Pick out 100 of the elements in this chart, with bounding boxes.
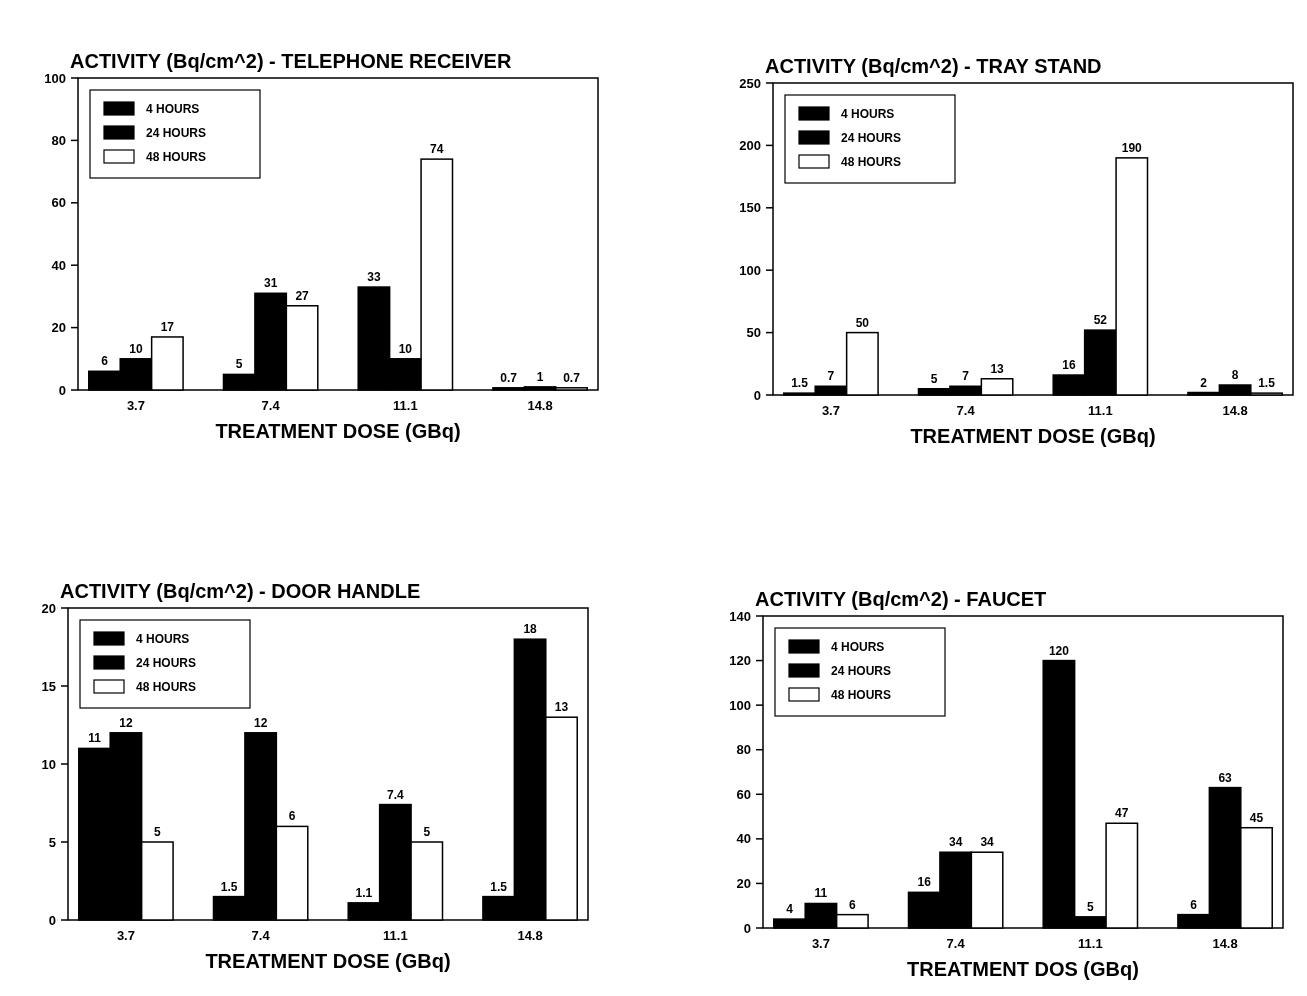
data-label: 12 xyxy=(119,715,133,730)
y-tick-label: 20 xyxy=(41,600,56,616)
data-label: 2 xyxy=(1200,375,1208,390)
x-tick-label: 11.1 xyxy=(393,398,418,413)
y-tick-label: 60 xyxy=(51,195,66,211)
data-label: 50 xyxy=(855,315,870,330)
data-label: 8 xyxy=(1231,368,1239,383)
data-label: 33 xyxy=(367,270,381,285)
data-label: 10 xyxy=(398,341,413,356)
y-tick-label: 60 xyxy=(736,786,751,802)
y-tick-label: 80 xyxy=(51,132,66,148)
legend-label: 24 HOURS xyxy=(831,664,892,678)
data-label: 120 xyxy=(1048,643,1070,658)
data-label: 1.5 xyxy=(490,879,508,894)
y-tick-label: 20 xyxy=(51,320,66,336)
x-tick-label: 3.7 xyxy=(811,936,830,951)
x-tick-label: 11.1 xyxy=(1078,936,1103,951)
x-tick-label: 3.7 xyxy=(116,928,135,943)
x-tick-label: 14.8 xyxy=(1212,936,1238,951)
data-label: 7.4 xyxy=(387,787,405,802)
y-tick-label: 120 xyxy=(729,653,751,669)
data-label: 11 xyxy=(814,886,828,901)
legend-label: 4 HOURS xyxy=(136,632,190,646)
legend-label: 4 HOURS xyxy=(841,107,895,121)
data-label: 7 xyxy=(962,369,970,384)
data-label: 5 xyxy=(154,825,162,839)
y-tick-label: 80 xyxy=(736,742,751,758)
x-tick-label: 7.4 xyxy=(251,928,271,943)
data-label: 18 xyxy=(523,622,538,637)
data-label: 0.7 xyxy=(563,370,581,385)
data-label: 6 xyxy=(1190,897,1198,912)
data-label: 13 xyxy=(990,361,1005,376)
y-tick-label: 0 xyxy=(743,920,751,936)
y-tick-label: 10 xyxy=(41,756,56,772)
y-tick-label: 100 xyxy=(739,262,761,278)
legend-label: 48 HOURS xyxy=(831,688,892,702)
legend-label: 24 HOURS xyxy=(841,131,902,145)
data-label: 52 xyxy=(1093,313,1108,328)
data-label: 63 xyxy=(1218,770,1233,785)
legend-label: 24 HOURS xyxy=(136,656,197,670)
data-label: 13 xyxy=(554,700,569,715)
data-label: 1 xyxy=(536,369,544,384)
data-label: 11 xyxy=(88,731,102,746)
chart-title: ACTIVITY (Bq/cm^2) - FAUCET xyxy=(755,588,1047,610)
data-label: 47 xyxy=(1115,806,1129,821)
data-label: 27 xyxy=(295,288,310,303)
x-tick-label: 7.4 xyxy=(946,936,966,951)
data-label: 74 xyxy=(430,142,444,157)
legend-label: 24 HOURS xyxy=(146,126,207,140)
x-axis-title: TREATMENT DOSE (GBq) xyxy=(215,420,461,442)
y-tick-label: 140 xyxy=(729,608,751,624)
y-tick-label: 40 xyxy=(736,831,751,847)
y-tick-label: 0 xyxy=(753,387,761,403)
legend-label: 48 HOURS xyxy=(136,680,197,694)
data-label: 4 xyxy=(786,902,794,917)
chart-title: ACTIVITY (Bq/cm^2) - TELEPHONE RECEIVER xyxy=(70,50,512,72)
x-tick-label: 7.4 xyxy=(261,398,281,413)
x-tick-label: 7.4 xyxy=(956,403,976,418)
y-tick-label: 0 xyxy=(58,382,66,398)
data-label: 6 xyxy=(288,809,296,824)
data-label: 12 xyxy=(253,715,268,730)
legend-label: 4 HOURS xyxy=(831,640,885,654)
data-label: 0.7 xyxy=(500,370,518,385)
y-tick-label: 250 xyxy=(739,75,761,91)
data-label: 17 xyxy=(160,319,175,334)
x-tick-label: 14.8 xyxy=(517,928,543,943)
y-tick-label: 0 xyxy=(48,912,56,928)
x-tick-label: 14.8 xyxy=(527,398,553,413)
x-tick-label: 11.1 xyxy=(1088,403,1113,418)
legend-label: 48 HOURS xyxy=(841,155,902,169)
legend-label: 48 HOURS xyxy=(146,150,207,164)
data-label: 6 xyxy=(101,354,109,369)
x-axis-title: TREATMENT DOS (GBq) xyxy=(907,958,1139,980)
x-tick-label: 14.8 xyxy=(1222,403,1248,418)
x-axis-title: TREATMENT DOSE (GBq) xyxy=(910,425,1156,447)
y-tick-label: 15 xyxy=(41,678,56,694)
data-label: 31 xyxy=(263,276,278,291)
data-label: 45 xyxy=(1249,810,1264,825)
data-label: 34 xyxy=(948,835,963,850)
x-tick-label: 11.1 xyxy=(383,928,408,943)
y-tick-label: 200 xyxy=(739,137,761,153)
data-label: 7 xyxy=(827,369,835,384)
data-label: 190 xyxy=(1121,140,1143,155)
data-label: 5 xyxy=(235,357,243,372)
data-label: 34 xyxy=(980,835,995,850)
x-tick-label: 3.7 xyxy=(821,403,840,418)
y-tick-label: 150 xyxy=(739,200,761,216)
chart-title: ACTIVITY (Bq/cm^2) - TRAY STAND xyxy=(765,55,1102,77)
y-tick-label: 50 xyxy=(746,325,761,341)
data-label: 5 xyxy=(1087,899,1095,914)
y-tick-label: 100 xyxy=(729,697,751,713)
data-label: 1.5 xyxy=(791,376,809,391)
data-label: 16 xyxy=(1062,358,1076,373)
legend-label: 4 HOURS xyxy=(146,102,200,116)
data-label: 16 xyxy=(917,875,932,890)
data-label: 1.1 xyxy=(355,885,373,900)
data-label: 1.5 xyxy=(220,879,238,894)
data-label: 6 xyxy=(849,897,857,912)
y-tick-label: 100 xyxy=(44,70,66,86)
y-tick-label: 20 xyxy=(736,875,751,891)
